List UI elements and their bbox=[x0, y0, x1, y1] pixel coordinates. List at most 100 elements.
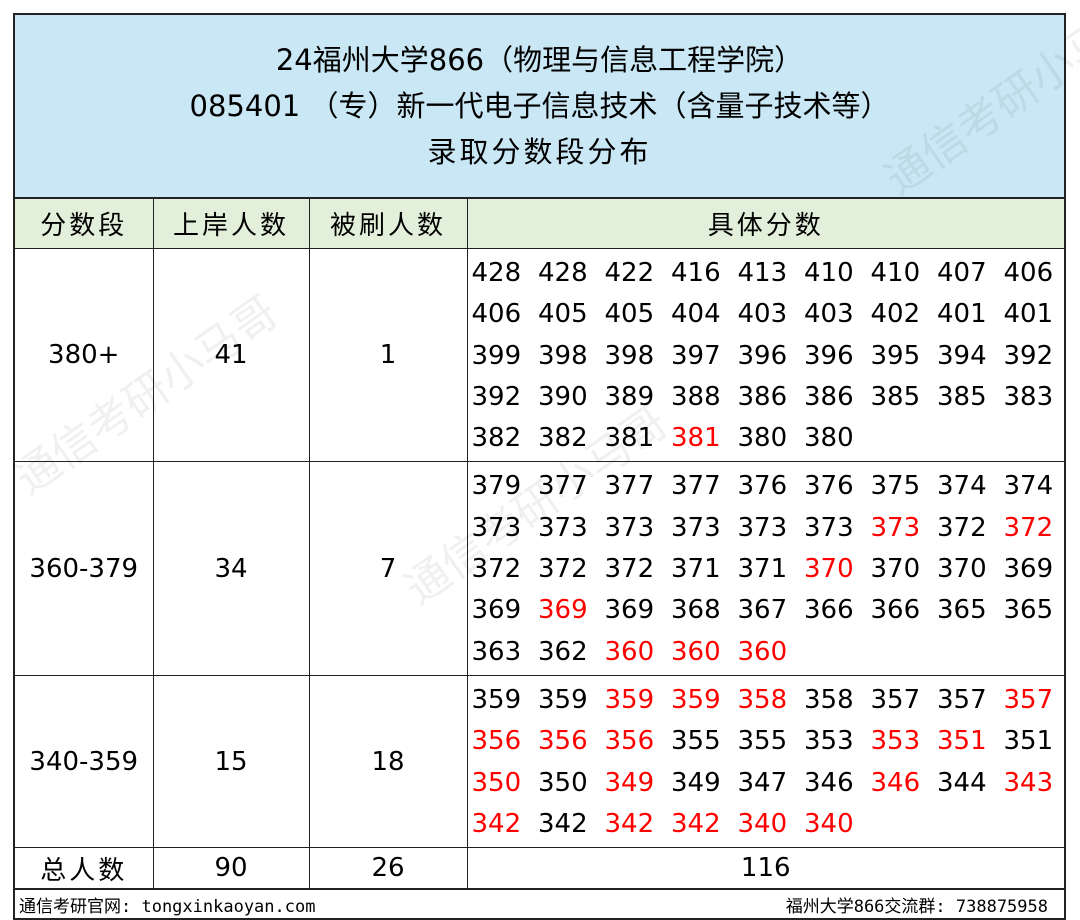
score-value: 360 bbox=[737, 636, 788, 667]
footer-group: 福州大学866交流群: 738875958 bbox=[785, 896, 1048, 917]
score-value: 407 bbox=[937, 258, 987, 288]
score-value: 422 bbox=[604, 258, 655, 288]
header-rejected: 被刷人数 bbox=[308, 199, 468, 249]
score-value: 370 bbox=[937, 554, 987, 585]
score-value: 385 bbox=[937, 381, 987, 412]
score-value: 365 bbox=[1003, 595, 1054, 626]
score-value: 346 bbox=[870, 767, 921, 798]
score-value: 383 bbox=[1003, 381, 1054, 412]
score-value: 373 bbox=[538, 512, 588, 543]
score-value: 401 bbox=[1003, 299, 1054, 330]
admitted-cell: 41 bbox=[152, 247, 310, 463]
score-value: 356 bbox=[471, 726, 522, 757]
score-value: 385 bbox=[870, 381, 921, 412]
score-value: 399 bbox=[471, 340, 522, 371]
score-value: 398 bbox=[538, 340, 588, 371]
score-value: 379 bbox=[471, 471, 522, 502]
title-line-2: 085401 （专）新一代电子信息技术（含量子技术等） bbox=[189, 89, 890, 123]
score-value: 349 bbox=[671, 767, 721, 798]
rejected-cell: 1 bbox=[308, 247, 468, 463]
score-value: 369 bbox=[1003, 554, 1054, 585]
score-value: 342 bbox=[671, 808, 721, 839]
score-value: 353 bbox=[870, 726, 921, 757]
score-value: 362 bbox=[538, 636, 588, 667]
score-value: 386 bbox=[737, 381, 788, 412]
score-value: 376 bbox=[804, 471, 854, 502]
score-value: 410 bbox=[870, 258, 921, 288]
score-value: 406 bbox=[471, 299, 522, 330]
score-value: 370 bbox=[804, 554, 854, 585]
score-value: 366 bbox=[870, 595, 921, 626]
score-value: 346 bbox=[804, 767, 854, 798]
score-value: 357 bbox=[870, 684, 921, 715]
score-value: 369 bbox=[604, 595, 655, 626]
score-value: 413 bbox=[737, 258, 788, 288]
total-row: 总人数 90 26 116 bbox=[15, 847, 1064, 890]
score-value: 380 bbox=[737, 423, 788, 454]
score-value: 374 bbox=[937, 471, 987, 502]
score-value: 375 bbox=[870, 471, 921, 502]
score-value: 372 bbox=[471, 554, 522, 585]
score-value: 398 bbox=[604, 340, 655, 371]
title-line-1: 24福州大学866（物理与信息工程学院） bbox=[275, 43, 804, 77]
range-cell: 380+ bbox=[15, 247, 154, 463]
score-value: 392 bbox=[1003, 340, 1054, 371]
score-value: 351 bbox=[937, 726, 987, 757]
score-value: 386 bbox=[804, 381, 854, 412]
score-distribution-table: 24福州大学866（物理与信息工程学院） 085401 （专）新一代电子信息技术… bbox=[13, 13, 1066, 920]
score-value: 369 bbox=[471, 595, 522, 626]
score-value: 396 bbox=[737, 340, 788, 371]
score-value: 380 bbox=[804, 423, 854, 454]
score-value: 428 bbox=[471, 258, 522, 288]
score-value: 356 bbox=[604, 726, 655, 757]
score-value: 358 bbox=[804, 684, 854, 715]
score-value: 374 bbox=[1003, 471, 1054, 502]
score-value: 355 bbox=[671, 726, 721, 757]
score-value: 372 bbox=[604, 554, 655, 585]
scores-cell: 359 359 359 359 358 358 357 357 357 356 356 356 355 3… bbox=[466, 674, 1064, 849]
score-value: 405 bbox=[604, 299, 655, 330]
score-value: 360 bbox=[604, 636, 655, 667]
table-row: 360-379 34 7 379 377 377 377 376 376 375 374 374… bbox=[15, 461, 1064, 676]
score-value: 373 bbox=[737, 512, 788, 543]
score-value: 363 bbox=[471, 636, 522, 667]
score-value: 382 bbox=[538, 423, 588, 454]
range-cell: 340-359 bbox=[15, 674, 154, 849]
total-rejected: 26 bbox=[308, 847, 468, 890]
score-value: 372 bbox=[937, 512, 987, 543]
score-value: 356 bbox=[538, 726, 588, 757]
score-value: 372 bbox=[1003, 512, 1054, 543]
score-value: 353 bbox=[804, 726, 854, 757]
admitted-cell: 15 bbox=[152, 674, 310, 849]
score-value: 344 bbox=[937, 767, 987, 798]
score-value: 373 bbox=[604, 512, 655, 543]
score-value: 357 bbox=[1003, 684, 1054, 715]
total-all: 116 bbox=[466, 847, 1064, 890]
header-admitted: 上岸人数 bbox=[152, 199, 310, 249]
score-value: 359 bbox=[604, 684, 655, 715]
score-value: 395 bbox=[870, 340, 921, 371]
score-value: 397 bbox=[671, 340, 721, 371]
table-row: 380+ 41 1 428 428 422 416 413 410 410 407 406 406… bbox=[15, 247, 1064, 463]
score-value: 373 bbox=[804, 512, 854, 543]
title-line-3: 录取分数段分布 bbox=[427, 135, 652, 169]
score-value: 381 bbox=[604, 423, 655, 454]
score-value: 359 bbox=[538, 684, 588, 715]
score-value: 342 bbox=[604, 808, 655, 839]
score-value: 372 bbox=[538, 554, 588, 585]
score-value: 373 bbox=[870, 512, 921, 543]
header-scores: 具体分数 bbox=[466, 199, 1064, 249]
score-value: 350 bbox=[538, 767, 588, 798]
score-value: 342 bbox=[471, 808, 522, 839]
score-value: 358 bbox=[737, 684, 788, 715]
score-value: 349 bbox=[604, 767, 655, 798]
score-value: 366 bbox=[804, 595, 854, 626]
score-value: 403 bbox=[804, 299, 854, 330]
score-value: 351 bbox=[1003, 726, 1054, 757]
score-value: 388 bbox=[671, 381, 721, 412]
score-value: 392 bbox=[471, 381, 522, 412]
score-value: 402 bbox=[870, 299, 921, 330]
score-value: 403 bbox=[737, 299, 788, 330]
scores-cell: 379 377 377 377 376 376 375 374 374 373 373 373 373 3… bbox=[466, 461, 1064, 676]
score-value: 360 bbox=[671, 636, 721, 667]
